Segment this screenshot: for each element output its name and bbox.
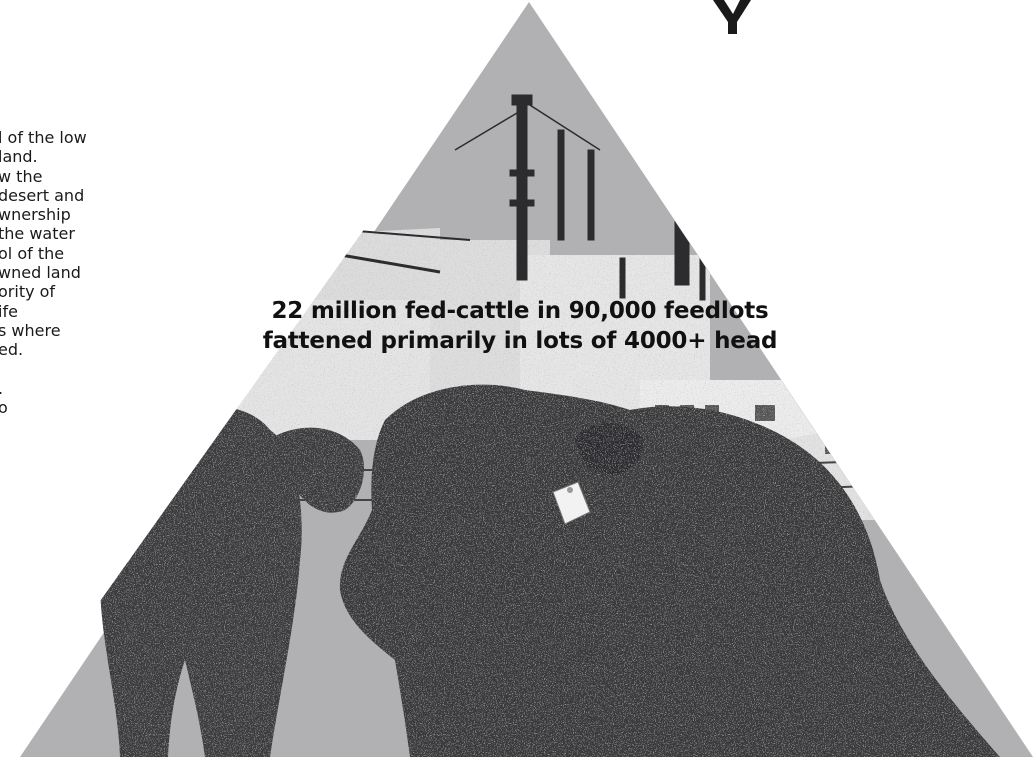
- callout-line-2: fattened primarily in lots of 4000+ head: [262, 328, 778, 354]
- body-text-line: wned land: [0, 263, 81, 283]
- body-text-line: desert and: [0, 185, 85, 205]
- ear-tag: [552, 481, 591, 525]
- body-text-column: l of the low land. w the desert and wner…: [0, 128, 148, 417]
- heading-fragment: [713, 0, 751, 34]
- body-text-line: land.: [0, 147, 38, 167]
- body-text-line: ol of the: [0, 243, 65, 263]
- body-text-line: wnership: [0, 205, 71, 225]
- cow-foreground: [339, 384, 1000, 757]
- callout-line-1: 22 million fed-cattle in 90,000 feedlots: [271, 298, 769, 324]
- body-text-line: the water: [0, 224, 75, 244]
- body-text-line: ife: [0, 301, 18, 321]
- body-text-line: .: [0, 379, 148, 398]
- body-text-line: s where: [0, 320, 61, 340]
- body-text-line: w the: [0, 166, 43, 186]
- feedlot-stat-callout: 22 million fed-cattle in 90,000 feedlots…: [200, 296, 840, 356]
- body-text-line: ority of: [0, 282, 56, 302]
- body-text-line: o: [0, 398, 8, 418]
- body-text-line: l of the low: [0, 128, 87, 147]
- body-text-line: ed.: [0, 340, 24, 360]
